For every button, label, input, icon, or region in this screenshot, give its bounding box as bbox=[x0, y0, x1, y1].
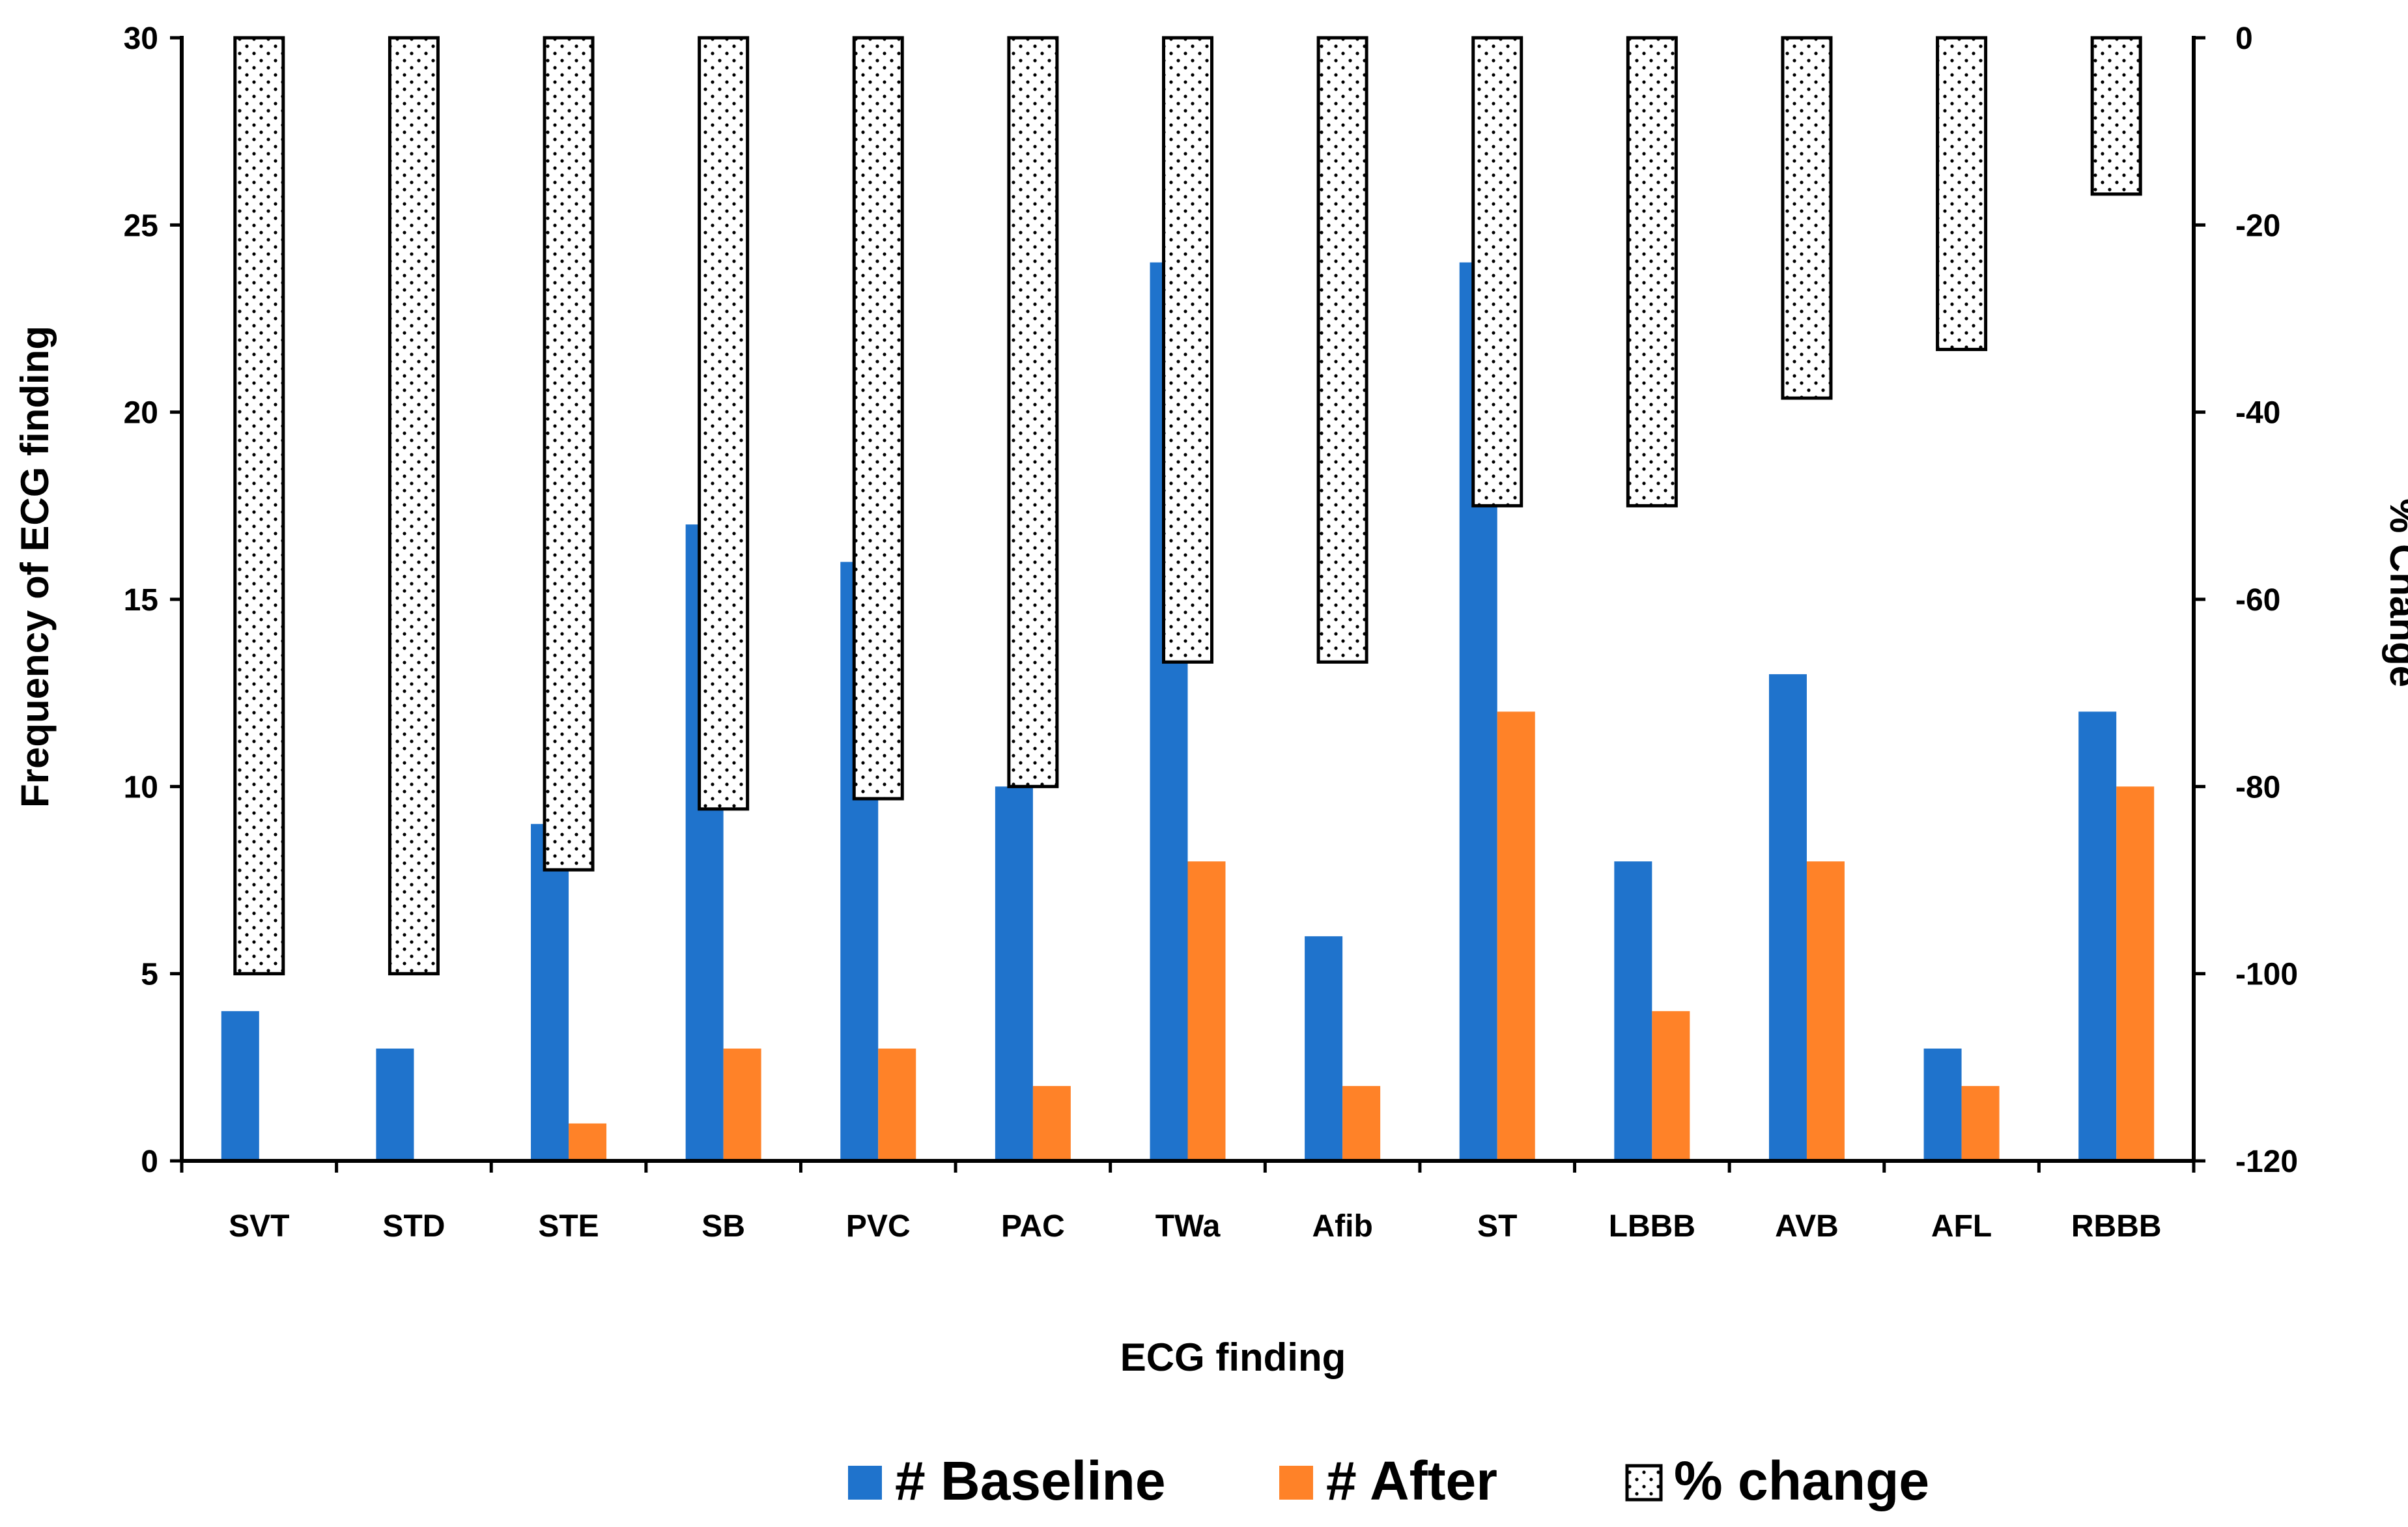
x-tick-label: AVB bbox=[1775, 1209, 1839, 1244]
pct-change-bar bbox=[1162, 36, 1213, 664]
pct-change-bar bbox=[698, 36, 750, 811]
after-bar bbox=[569, 1123, 607, 1161]
baseline-bar bbox=[221, 1011, 259, 1161]
pct-change-bar bbox=[388, 36, 440, 976]
pct-change-bar bbox=[2090, 36, 2142, 196]
legend-swatch bbox=[848, 1466, 882, 1500]
x-tick-label: RBBB bbox=[2071, 1209, 2162, 1244]
after-bar bbox=[878, 1048, 916, 1161]
y-tick-label: 30 bbox=[124, 21, 158, 56]
x-tick-label: PVC bbox=[846, 1209, 911, 1244]
baseline-bar bbox=[1923, 1048, 1962, 1161]
legend-swatch-pct-change bbox=[1625, 1464, 1663, 1502]
after-bar bbox=[1187, 861, 1226, 1161]
pct-change-bar bbox=[233, 36, 285, 976]
x-tick-label: SB bbox=[701, 1209, 745, 1244]
baseline-bar bbox=[1614, 861, 1652, 1161]
axes: 0 5 10 15 20 25 30 -120 -100 -80 -60 -40 -20 0 SVT STD S… bbox=[124, 21, 2298, 1244]
baseline-bar bbox=[1305, 936, 1343, 1161]
pct-change-bar bbox=[1007, 36, 1059, 788]
y2-tick-label: -40 bbox=[2235, 396, 2280, 431]
baseline-bar bbox=[995, 786, 1033, 1161]
after-bar bbox=[1032, 1086, 1071, 1161]
pct-change-bar bbox=[1626, 36, 1678, 507]
after-bar bbox=[723, 1048, 761, 1161]
y2-tick-label: -120 bbox=[2235, 1145, 2298, 1179]
y-tick-label: 20 bbox=[124, 396, 158, 431]
legend: # Baseline # After % change bbox=[848, 1450, 1929, 1511]
y2-axis-title: % Change bbox=[2382, 498, 2408, 687]
y2-tick-label: -60 bbox=[2235, 583, 2280, 618]
legend-swatch bbox=[1279, 1466, 1313, 1500]
after-bar bbox=[2116, 786, 2155, 1161]
pct-change-bar bbox=[1471, 36, 1523, 507]
baseline-bar bbox=[1768, 674, 1807, 1161]
after-bar bbox=[1652, 1011, 1690, 1161]
y-tick-label: 15 bbox=[124, 583, 158, 618]
y2-tick-label: -100 bbox=[2235, 958, 2298, 992]
y2-tick-label: -80 bbox=[2235, 770, 2280, 805]
baseline-bar bbox=[531, 823, 569, 1161]
after-bar bbox=[1961, 1086, 2000, 1161]
y-tick-label: 5 bbox=[141, 958, 158, 992]
after-bar bbox=[1342, 1086, 1381, 1161]
pct-change-bar bbox=[852, 36, 904, 801]
pct-change-bar bbox=[1316, 36, 1368, 664]
plot-bars bbox=[221, 36, 2155, 1161]
after-bar bbox=[1497, 711, 1535, 1161]
x-tick-label: STE bbox=[538, 1209, 599, 1244]
y2-tick-label: 0 bbox=[2235, 21, 2253, 56]
x-tick-label: STD bbox=[382, 1209, 445, 1244]
after-bar bbox=[1806, 861, 1845, 1161]
legend-label: # After bbox=[1326, 1450, 1497, 1511]
y-tick-label: 0 bbox=[141, 1145, 158, 1179]
y2-tick-label: -20 bbox=[2235, 208, 2280, 243]
baseline-bar bbox=[2078, 711, 2117, 1161]
pct-change-bar bbox=[1936, 36, 1988, 351]
x-axis-title: ECG finding bbox=[1120, 1335, 1346, 1379]
x-tick-label: AFL bbox=[1931, 1209, 1992, 1244]
legend-label: # Baseline bbox=[895, 1450, 1166, 1511]
baseline-bar bbox=[376, 1048, 414, 1161]
y-axis-title: Frequency of ECG finding bbox=[13, 326, 57, 808]
x-tick-label: LBBB bbox=[1609, 1209, 1695, 1244]
x-tick-label: ST bbox=[1477, 1209, 1517, 1244]
pct-change-bar bbox=[543, 36, 595, 872]
x-tick-label: SVT bbox=[229, 1209, 289, 1244]
legend-label: % change bbox=[1674, 1450, 1929, 1511]
y-tick-label: 10 bbox=[124, 770, 158, 805]
x-tick-label: Afib bbox=[1312, 1209, 1372, 1244]
x-tick-label: PAC bbox=[1001, 1209, 1065, 1244]
pct-change-bar bbox=[1781, 36, 1833, 400]
y-tick-label: 25 bbox=[124, 208, 158, 243]
x-tick-label: TWa bbox=[1155, 1209, 1221, 1244]
